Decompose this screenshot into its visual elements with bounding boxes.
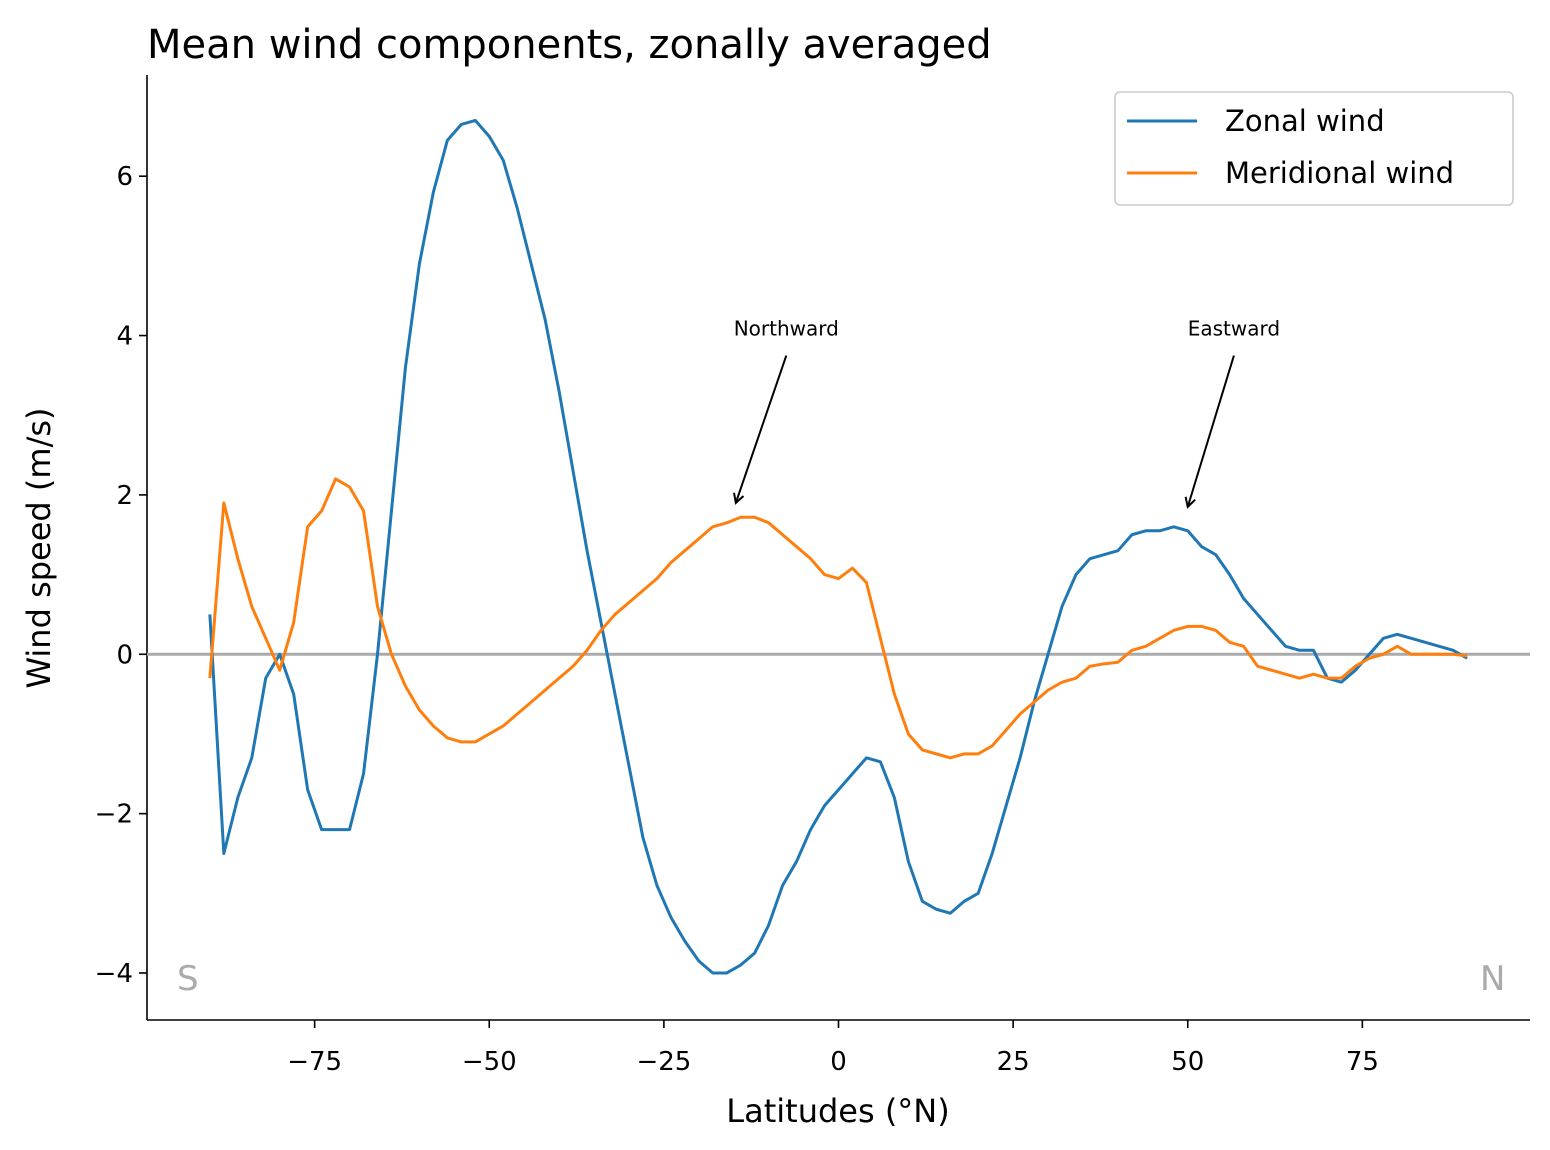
x-tick-label: 25 <box>997 1047 1030 1077</box>
corner-label: N <box>1480 959 1505 999</box>
y-tick-label: −2 <box>95 800 133 830</box>
chart-title: Mean wind components, zonally averaged <box>147 22 992 68</box>
y-tick-label: −4 <box>95 959 133 989</box>
x-axis-label: Latitudes (°N) <box>726 1092 949 1130</box>
data-line <box>208 477 1468 760</box>
annotation-arrow <box>1188 355 1235 507</box>
x-tick-label: −75 <box>287 1047 342 1077</box>
x-tick-label: 75 <box>1346 1047 1379 1077</box>
x-tick-label: 50 <box>1171 1047 1204 1077</box>
x-tick-label: −50 <box>462 1047 517 1077</box>
x-tick-label: −25 <box>636 1047 691 1077</box>
x-tick-label: 0 <box>830 1047 847 1077</box>
y-tick-label: 4 <box>116 322 133 352</box>
annotation-text: Northward <box>734 317 839 341</box>
legend-box <box>1114 91 1514 206</box>
data-line <box>208 118 1468 975</box>
y-tick-label: 6 <box>116 162 133 192</box>
legend-label: Meridional wind <box>1225 156 1454 190</box>
y-axis-label: Wind speed (m/s) <box>20 407 58 688</box>
y-tick-label: 0 <box>116 640 133 670</box>
legend-label: Zonal wind <box>1225 104 1385 138</box>
annotation-text: Eastward <box>1188 317 1280 341</box>
annotation-arrow <box>736 355 788 503</box>
corner-label: S <box>177 959 199 999</box>
y-tick-label: 2 <box>116 481 133 511</box>
